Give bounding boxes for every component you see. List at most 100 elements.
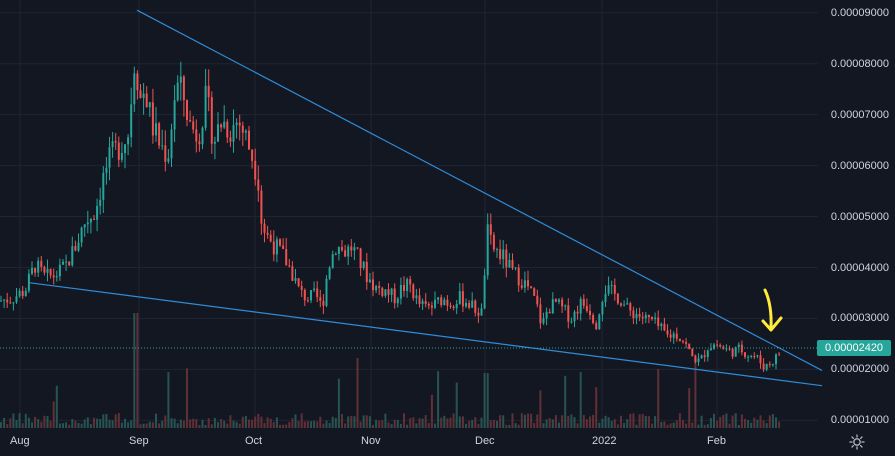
volume-bar [254, 416, 257, 428]
candle-body [647, 314, 650, 318]
candle-body [167, 158, 170, 162]
volume-bar [55, 385, 58, 428]
candle-body [443, 299, 446, 306]
volume-bar [310, 421, 312, 428]
candle-body [145, 93, 148, 108]
price-tick-label: 0.00004000 [830, 261, 889, 274]
volume-bar [31, 422, 33, 428]
volume-bar [626, 419, 629, 428]
candle-body [455, 303, 458, 309]
volume-bar [241, 416, 244, 428]
candle-body [384, 289, 387, 296]
volume-bar [601, 418, 604, 428]
candle-body [201, 127, 204, 145]
candle-body [632, 310, 635, 319]
volume-bar [753, 417, 756, 428]
volume-bar [62, 423, 64, 428]
candle-body [195, 129, 198, 142]
candle-body [356, 247, 359, 249]
candle-body [322, 300, 325, 306]
candle-body [306, 300, 309, 302]
volume-bar [474, 417, 477, 428]
candle-body [471, 300, 474, 308]
trendline-upper[interactable] [136, 9, 823, 371]
candle-body [480, 308, 483, 316]
annotation-arrow[interactable] [761, 288, 783, 332]
candle-body [672, 333, 675, 338]
candle-body [452, 306, 455, 309]
candle-body [164, 145, 167, 162]
volume-bar [3, 417, 6, 428]
candle-body [558, 299, 560, 302]
volume-bar [288, 421, 291, 428]
volume-bar [458, 416, 461, 428]
volume-bar [244, 415, 247, 428]
volume-bar [502, 415, 505, 428]
candles [0, 61, 781, 373]
candle-body [362, 261, 365, 268]
candle-body [310, 290, 312, 301]
candle-body [725, 348, 728, 350]
candle-body [682, 341, 684, 343]
volume-bar [523, 414, 526, 428]
candle-body [37, 260, 40, 273]
candle-body [474, 300, 477, 313]
volume-bar [356, 358, 359, 428]
volume-bar [201, 419, 204, 428]
volume-bar [179, 419, 182, 428]
candle-body [771, 364, 774, 366]
candle-body [229, 137, 232, 142]
candle-body [248, 130, 250, 150]
candle-body [40, 260, 43, 267]
candle-body [582, 298, 585, 306]
volume-bar [275, 417, 278, 428]
candle-body [446, 299, 449, 306]
candle-body [18, 290, 21, 297]
volume-bar [471, 419, 474, 428]
volume-bar [24, 413, 27, 428]
candle-body [750, 356, 753, 358]
volume-bar [536, 414, 539, 428]
candle-body [142, 93, 145, 99]
volume-bars [0, 313, 781, 428]
candle-body [365, 261, 368, 283]
gear-icon[interactable] [849, 434, 865, 450]
volume-bar [306, 421, 309, 428]
volume-bar [136, 313, 139, 428]
volume-bar [517, 424, 520, 428]
candle-body [440, 297, 443, 306]
volume-bar [740, 414, 743, 428]
volume-bar [40, 421, 43, 428]
volume-bar [762, 420, 765, 428]
volume-bar [198, 424, 201, 428]
candle-body [468, 302, 471, 308]
candle-body [136, 73, 139, 91]
candle-body [762, 363, 765, 370]
candle-body [77, 242, 80, 251]
candle-body [418, 295, 421, 305]
candle-body [548, 311, 551, 314]
candle-body [706, 350, 709, 357]
volume-bar [449, 417, 452, 428]
trendlines[interactable] [29, 9, 823, 387]
candle-body [492, 234, 495, 250]
volume-bar [77, 423, 80, 428]
volume-bar [71, 419, 74, 428]
trendline-lower[interactable] [29, 282, 823, 387]
volume-bar [313, 420, 316, 428]
candle-body [96, 205, 99, 220]
volume-bar [204, 424, 207, 428]
volume-bar [641, 413, 644, 428]
candle-body [294, 278, 297, 281]
candle-body [316, 288, 319, 298]
volume-bar [722, 414, 725, 428]
volume-bar [424, 415, 427, 428]
price-tick-label: 0.00007000 [830, 108, 889, 121]
candle-body [685, 341, 688, 344]
volume-bar [635, 424, 638, 428]
volume-bar [688, 388, 691, 428]
volume-bar [58, 423, 61, 428]
volume-bar [325, 420, 328, 428]
